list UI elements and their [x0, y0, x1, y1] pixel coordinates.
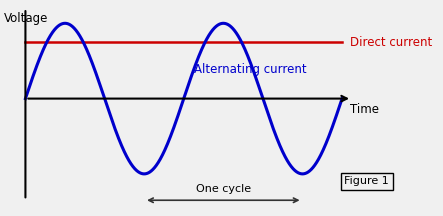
Text: Direct current: Direct current	[350, 36, 432, 49]
Text: One cycle: One cycle	[196, 184, 251, 194]
Text: Voltage: Voltage	[4, 12, 48, 25]
Text: Alternating current: Alternating current	[194, 64, 306, 76]
Text: Time: Time	[350, 103, 379, 116]
Text: Figure 1: Figure 1	[345, 176, 389, 186]
